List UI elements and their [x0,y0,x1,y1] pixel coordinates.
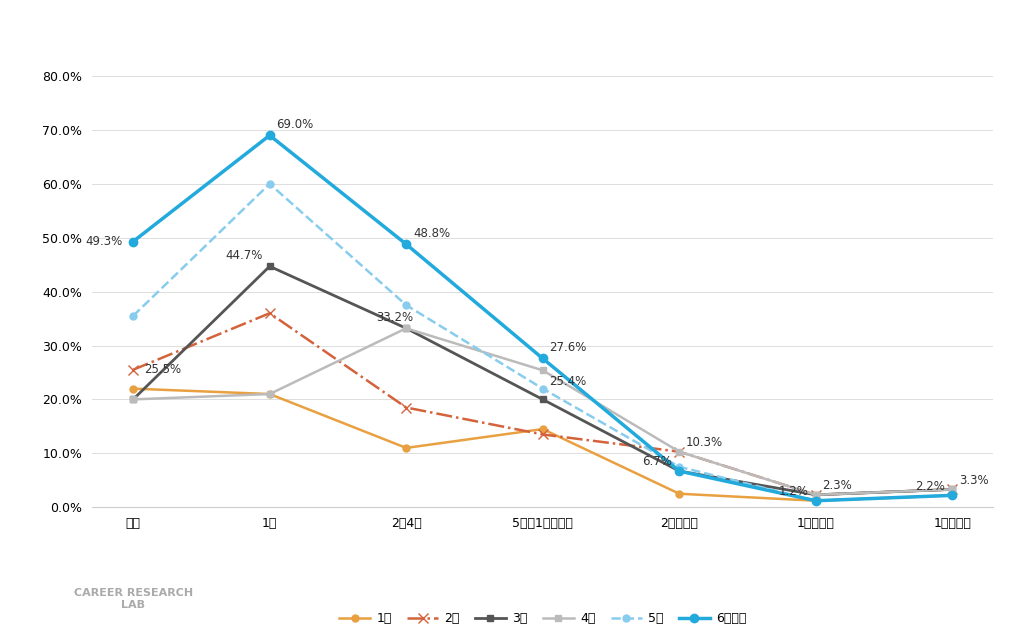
4社 [673,448,685,455]
Text: 25.5%: 25.5% [144,363,181,377]
2社 [127,366,139,373]
3社 [263,262,275,270]
2社 [537,430,549,438]
5社 [263,180,275,188]
2社 [810,491,822,498]
Line: 5社: 5社 [130,181,955,504]
5社 [810,497,822,505]
3社 [673,467,685,475]
Text: 33.2%: 33.2% [376,311,413,324]
Line: 1社: 1社 [130,385,955,504]
3社 [127,396,139,403]
4社 [810,491,822,498]
Text: 25.4%: 25.4% [550,375,587,387]
6社以上 [263,132,275,139]
6社以上 [673,467,685,475]
Text: 49.3%: 49.3% [85,235,122,248]
Text: 3.3%: 3.3% [959,474,989,487]
4社 [537,366,549,374]
Text: 10.3%: 10.3% [686,436,723,449]
1社 [673,490,685,498]
1社 [263,390,275,398]
4社 [400,325,413,332]
6社以上 [946,491,958,499]
3社 [537,396,549,403]
1社 [127,385,139,392]
3社 [400,325,413,332]
1社 [537,425,549,433]
4社 [263,390,275,398]
Text: 6.7%: 6.7% [642,455,673,469]
Text: 2.3%: 2.3% [822,479,852,492]
2社 [673,448,685,455]
6社以上 [810,497,822,505]
4社 [127,396,139,403]
2社 [946,486,958,493]
2社 [400,404,413,411]
6社以上 [537,354,549,362]
5社 [537,385,549,392]
Text: 1.2%: 1.2% [779,485,809,498]
1社 [400,444,413,451]
3社 [946,486,958,493]
5社 [946,491,958,499]
1社 [810,497,822,505]
Text: 2.2%: 2.2% [915,480,945,493]
6社以上 [127,238,139,245]
6社以上 [400,240,413,248]
Line: 2社: 2社 [128,308,957,500]
Line: 3社: 3社 [130,263,955,498]
Text: 44.7%: 44.7% [225,249,263,262]
5社 [673,463,685,470]
3社 [810,491,822,498]
Text: 48.8%: 48.8% [413,227,451,240]
4社 [946,486,958,493]
Text: 対面で参加したインターンシップ・仕事体験の期間　×　参加社数: 対面で参加したインターンシップ・仕事体験の期間 × 参加社数 [348,20,676,37]
Text: CAREER RESEARCH
LAB: CAREER RESEARCH LAB [74,588,193,610]
Legend: 1社, 2社, 3社, 4社, 5社, 6社以上: 1社, 2社, 3社, 4社, 5社, 6社以上 [334,607,752,630]
2社 [263,309,275,317]
Text: 69.0%: 69.0% [276,118,313,131]
5社 [400,301,413,309]
5社 [127,312,139,320]
Line: 6社以上: 6社以上 [129,131,956,505]
Text: 27.6%: 27.6% [550,341,587,354]
1社 [946,491,958,499]
Line: 4社: 4社 [130,325,955,498]
